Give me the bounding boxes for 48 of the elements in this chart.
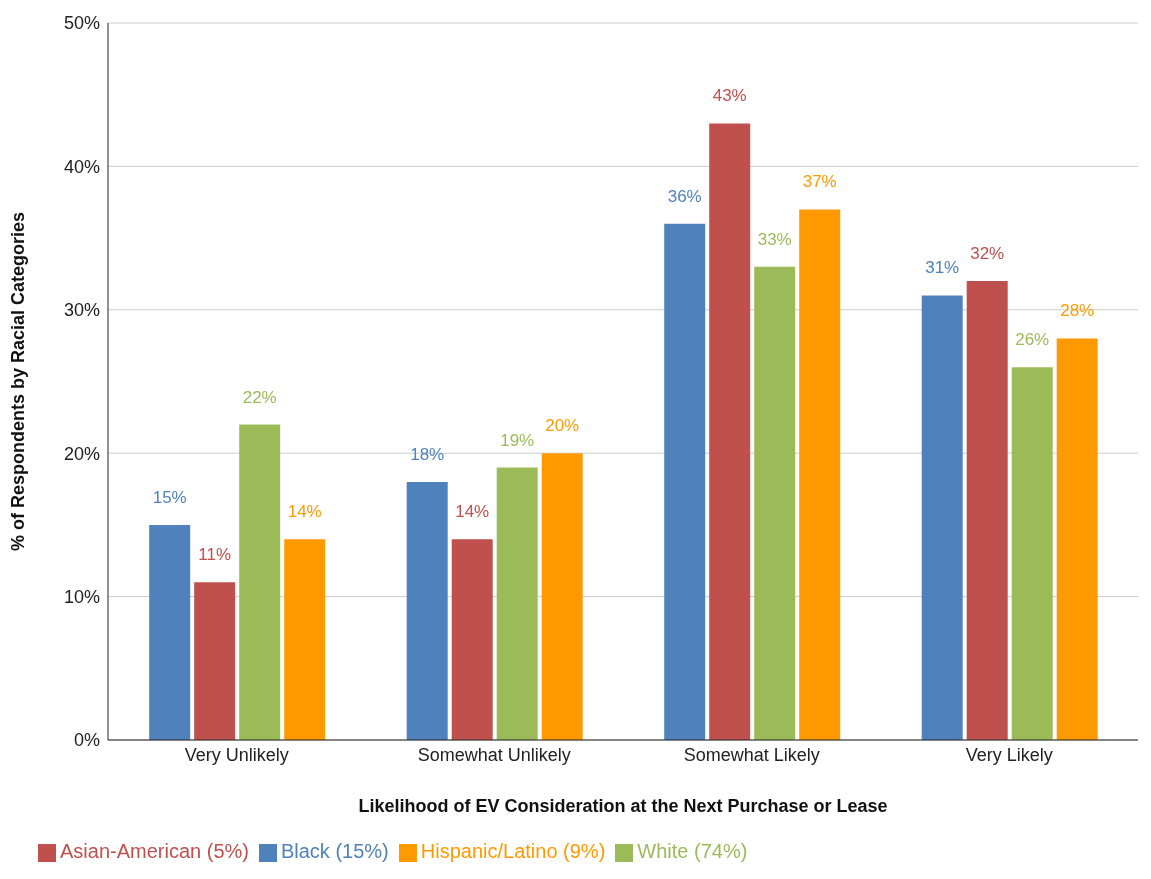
data-label: 28% [1060, 301, 1095, 321]
y-tick-label: 20% [63, 443, 100, 464]
x-tick-label: Somewhat Unlikely [417, 744, 571, 765]
bar [194, 582, 236, 740]
bar [496, 467, 538, 740]
bar [966, 281, 1008, 740]
y-tick-label: 0% [73, 730, 100, 751]
data-label: 18% [410, 444, 445, 464]
bar [406, 481, 448, 740]
data-label: 14% [287, 502, 322, 522]
data-label: 43% [712, 86, 747, 106]
y-tick-label: 40% [63, 156, 100, 177]
data-label: 32% [970, 244, 1005, 264]
y-tick-label: 10% [63, 586, 100, 607]
y-axis-title: % of Respondents by Racial Categories [8, 211, 29, 552]
x-axis-title: Likelihood of EV Consideration at the Next Purchase or Lease [358, 796, 888, 816]
legend-label: Asian-American (5%) [60, 840, 249, 862]
legend-label: Black (15%) [280, 840, 389, 862]
data-label: 22% [242, 387, 277, 407]
legend-label: Hispanic/Latino (9%) [420, 840, 606, 862]
data-label: 19% [500, 430, 535, 450]
legend-label: White (74%) [637, 840, 748, 862]
data-label: 15% [152, 487, 187, 507]
data-label: 20% [545, 416, 580, 436]
data-label: 33% [757, 229, 792, 249]
bar [1056, 338, 1098, 740]
data-label: 36% [667, 186, 702, 206]
data-label: 37% [802, 172, 837, 192]
bar [1011, 367, 1053, 740]
y-tick-label: 50% [63, 13, 100, 34]
x-tick-label: Very Unlikely [184, 744, 289, 765]
bar [541, 453, 583, 740]
data-label: 31% [925, 258, 960, 278]
bar [284, 539, 326, 740]
bar [799, 209, 841, 740]
bar [451, 539, 493, 740]
bar [709, 123, 751, 740]
data-label: 11% [198, 545, 232, 565]
x-tick-label: Somewhat Likely [683, 744, 820, 765]
data-label: 14% [455, 502, 490, 522]
bar [921, 295, 963, 740]
bar [149, 524, 191, 740]
bar [239, 424, 281, 740]
x-tick-label: Very Likely [965, 744, 1053, 765]
data-label: 26% [1015, 330, 1050, 350]
y-tick-label: 30% [63, 300, 100, 321]
bar [754, 266, 796, 740]
bar [664, 223, 706, 740]
